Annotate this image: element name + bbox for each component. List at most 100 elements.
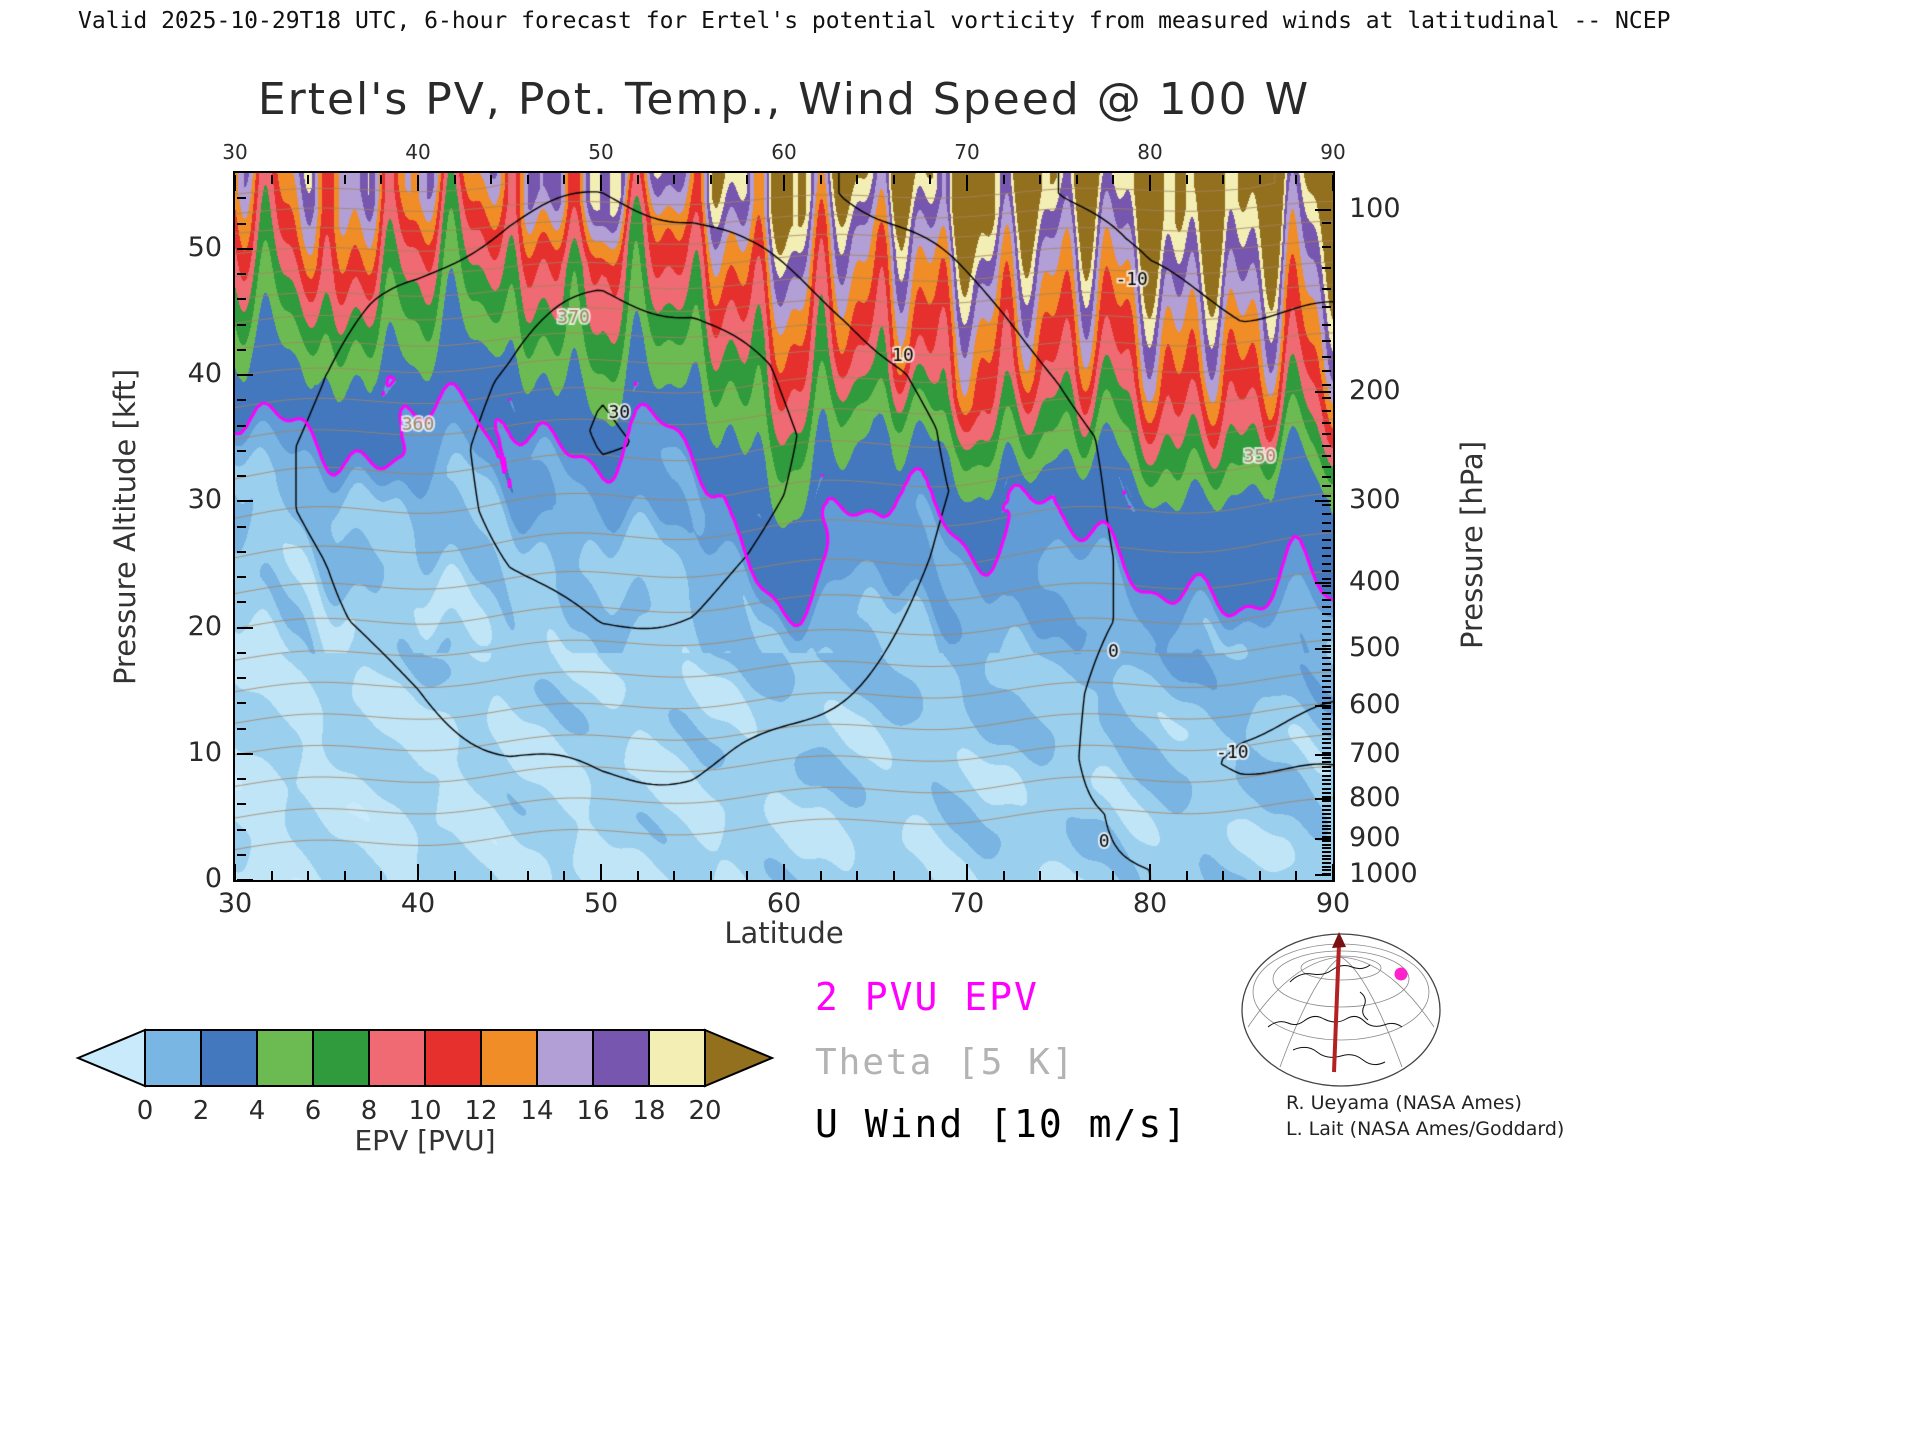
tick-mark: [1322, 267, 1331, 270]
tick-mark: [1322, 812, 1331, 815]
tick-mark: [709, 175, 712, 184]
tick-mark: [636, 175, 639, 184]
tick-mark: [237, 273, 246, 275]
tick-mark: [929, 175, 932, 184]
tick-mark: [237, 550, 246, 553]
tick-mark: [1322, 858, 1331, 861]
left-tick-label: 10: [187, 736, 222, 768]
tick-mark: [600, 175, 602, 191]
right-tick-label: 800: [1349, 782, 1401, 814]
tick-mark: [237, 525, 246, 528]
tick-mark: [1002, 871, 1005, 880]
tick-mark: [1322, 691, 1331, 694]
tick-mark: [1322, 521, 1331, 524]
valid-time-header: Valid 2025-10-29T18 UTC, 6-hour forecast…: [78, 8, 1671, 34]
x-tick-label: 60: [766, 888, 802, 919]
tick-mark: [1322, 751, 1331, 754]
tick-mark: [1322, 847, 1331, 850]
tick-mark: [1322, 538, 1331, 541]
tick-mark: [1315, 581, 1331, 584]
tick-mark: [1322, 717, 1331, 720]
tick-mark: [1332, 175, 1334, 191]
colorbar-tick-label: 20: [688, 1096, 722, 1126]
tick-mark: [1322, 554, 1331, 557]
left-tick-label: 20: [187, 610, 222, 642]
left-tick-label: 30: [187, 484, 222, 516]
tick-mark: [1315, 798, 1331, 801]
left-tick-label: 0: [204, 863, 222, 894]
x-tick-label: 50: [583, 888, 619, 919]
tick-mark: [270, 175, 273, 184]
tick-mark: [1322, 696, 1331, 699]
tick-mark: [1315, 499, 1331, 502]
colorbar-band: [144, 1029, 202, 1087]
tick-mark: [1322, 626, 1331, 629]
tick-mark: [1315, 208, 1331, 211]
colorbar-tick-label: 18: [632, 1096, 666, 1126]
tick-mark: [1315, 874, 1331, 877]
tick-mark: [1112, 871, 1115, 880]
tick-mark: [1322, 747, 1331, 750]
top-tick-label: 90: [1320, 140, 1346, 164]
tick-mark: [343, 871, 346, 880]
x-axis-title: Latitude: [724, 916, 844, 950]
left-tick-label: 40: [187, 358, 222, 389]
right-tick-label: 300: [1349, 483, 1401, 515]
top-tick-label: 70: [954, 140, 980, 164]
tick-mark: [1039, 871, 1042, 880]
right-tick-label: 400: [1349, 565, 1401, 597]
tick-mark: [1315, 838, 1331, 841]
tick-mark: [1322, 562, 1331, 565]
tick-mark: [1322, 783, 1331, 786]
tick-mark: [1322, 707, 1331, 710]
left-tick-label: 50: [187, 231, 222, 263]
tick-mark: [1322, 433, 1331, 436]
tick-mark: [453, 871, 456, 880]
tick-mark: [307, 175, 310, 184]
tick-mark: [1315, 648, 1331, 651]
tick-mark: [490, 871, 493, 880]
tick-mark: [1322, 638, 1331, 641]
tick-mark: [237, 348, 246, 351]
tick-mark: [1322, 592, 1331, 595]
tick-mark: [1322, 770, 1331, 773]
tick-mark: [892, 871, 895, 880]
tick-mark: [1322, 613, 1331, 615]
tick-mark: [1295, 871, 1298, 880]
tick-mark: [1222, 871, 1225, 880]
inset-map: [1241, 932, 1441, 1087]
colorbar-tick-label: 2: [192, 1096, 210, 1126]
right-tick-label: 900: [1349, 822, 1401, 854]
tick-mark: [1322, 340, 1331, 343]
x-tick-label: 40: [400, 888, 436, 919]
right-tick-label: 500: [1349, 632, 1401, 664]
colorbar-band: [200, 1029, 258, 1087]
tick-mark: [1322, 397, 1331, 400]
tick-mark: [1322, 854, 1331, 857]
colorbar-band: [312, 1029, 370, 1087]
tick-mark: [1315, 704, 1331, 707]
legend-theta: Theta [5 K]: [815, 1042, 1076, 1083]
tick-mark: [1322, 323, 1331, 326]
tick-mark: [237, 424, 246, 427]
meridian-100w-line: [1332, 943, 1341, 1073]
tick-mark: [237, 803, 246, 806]
tick-mark: [783, 864, 785, 880]
tick-mark: [1322, 796, 1331, 799]
colorbar-band: [424, 1029, 482, 1087]
chart-title: Ertel's PV, Pot. Temp., Wind Speed @ 100…: [257, 74, 1311, 125]
tick-mark: [1322, 657, 1331, 660]
right-tick-label: 600: [1349, 688, 1401, 720]
tick-mark: [1322, 787, 1331, 790]
tick-mark: [673, 175, 676, 184]
tick-mark: [270, 871, 273, 880]
tick-mark: [1322, 465, 1331, 468]
station-marker: [1394, 967, 1408, 981]
tick-mark: [1075, 871, 1078, 880]
tick-mark: [563, 175, 566, 184]
tick-mark: [1322, 409, 1331, 412]
meridian-line: [1340, 956, 1403, 1068]
right-tick-label: 1000: [1349, 858, 1418, 890]
tick-mark: [237, 879, 253, 881]
tick-mark: [600, 864, 602, 880]
